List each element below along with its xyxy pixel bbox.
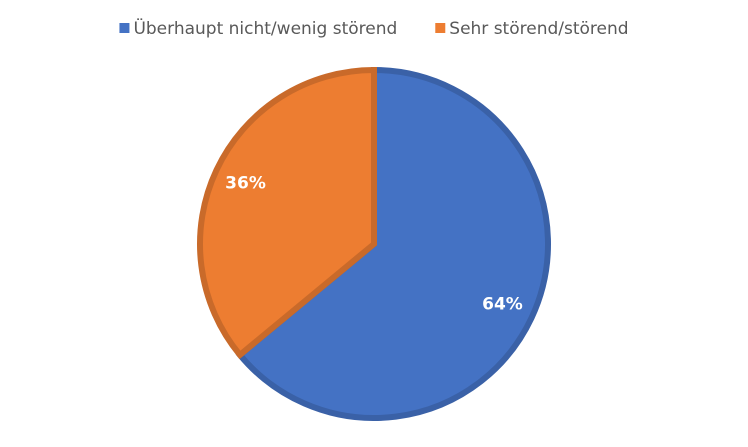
legend-marker: [119, 23, 130, 33]
pie: 64% 36%: [197, 66, 551, 421]
pie-slice: [197, 66, 377, 360]
legend-item: Überhaupt nicht/wenig störend: [119, 17, 397, 39]
legend-marker: [435, 23, 446, 33]
legend-item: Sehr störend/störend: [435, 19, 629, 39]
slice-label: 36%: [225, 174, 266, 194]
slice-label: 64%: [482, 294, 523, 314]
legend-label: Überhaupt nicht/wenig störend: [133, 17, 397, 39]
legend: Überhaupt nicht/wenig störend Sehr stören…: [119, 17, 629, 39]
pie-slice: [235, 66, 551, 421]
legend-label: Sehr störend/störend: [449, 19, 628, 39]
